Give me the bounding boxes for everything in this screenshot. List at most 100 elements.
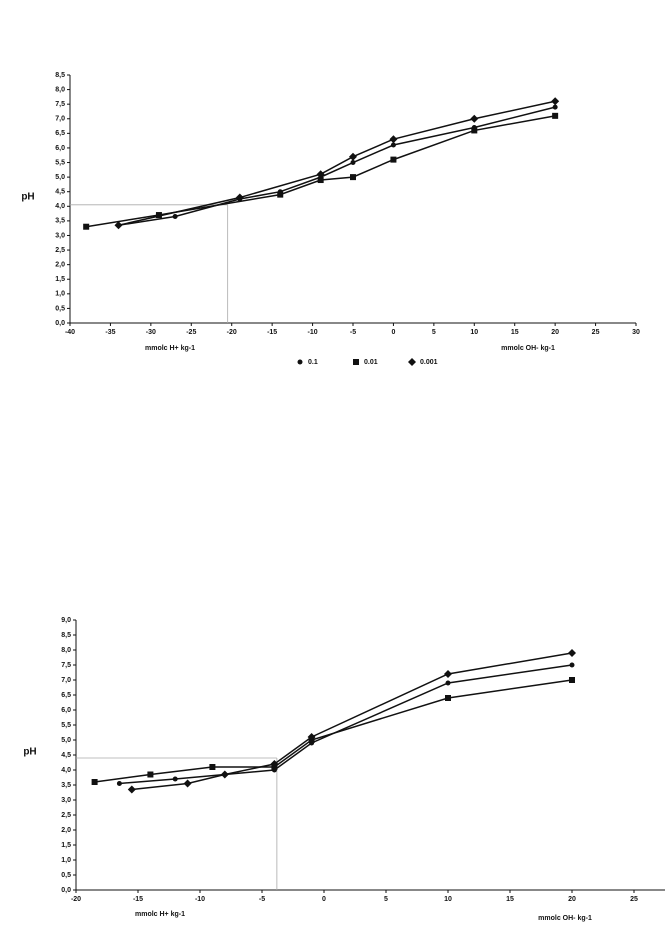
y-tick-label: 6,5 [55,130,65,137]
y-tick-label: 2,5 [55,247,65,254]
y-tick-label: 5,5 [61,722,71,729]
x-tick-label: 25 [592,329,600,336]
x-tick-label: -25 [186,329,196,336]
y-tick-label: 3,5 [61,782,71,789]
y-tick-label: 0,5 [55,305,65,312]
x-tick-label: -15 [267,329,277,336]
y-tick-label: 5,0 [55,174,65,181]
y-tick-label: 5,5 [55,159,65,166]
x-tick-label: -10 [195,896,205,903]
x-tick-label: 15 [511,329,519,336]
marker [172,214,178,220]
x-tick-label: 10 [444,896,452,903]
x-tick-label: 20 [551,329,559,336]
x-tick-label: -20 [227,329,237,336]
marker [569,677,575,683]
marker [220,770,229,779]
marker [444,670,452,678]
marker [390,156,397,163]
marker [183,779,192,788]
series-line [119,664,573,785]
y-tick-label: 3,5 [55,218,65,225]
marker [155,212,162,219]
x-tick-label: 0 [391,329,395,336]
y-tick-label: 4,5 [55,189,65,196]
y-tick-label: 6,5 [61,692,71,699]
marker [568,649,576,657]
legend-label: 0.1 [308,359,318,366]
marker [317,177,324,184]
y-tick-label: 5,0 [61,737,71,744]
marker [270,760,279,768]
legend-label: 0.01 [364,359,378,366]
x-tick-label: 10 [470,329,478,336]
x-tick-label: -20 [71,896,81,903]
legend-label: 0.001 [420,359,438,366]
y-tick-label: 7,0 [55,116,65,123]
x-tick-label: -5 [259,896,265,903]
x-axis-label: mmolc OH- kg-1 [538,915,592,922]
marker [389,135,398,144]
y-tick-label: 0,0 [55,320,65,327]
marker [470,114,479,123]
legend-marker [408,358,416,366]
marker [307,733,316,741]
y-tick-label: 3,0 [61,797,71,804]
marker [83,223,90,230]
y-tick-label: 4,5 [61,752,71,759]
marker [552,104,558,110]
x-tick-label: -40 [65,329,75,336]
x-tick-label: -35 [105,329,115,336]
marker [349,152,357,161]
x-tick-label: 25 [630,896,638,903]
x-axis-label: mmolc H+ kg-1 [145,345,195,352]
x-tick-label: 5 [384,896,388,903]
marker [116,781,122,786]
y-tick-label: 8,5 [55,72,65,79]
y-tick-label: 2,0 [55,261,65,268]
y-tick-label: 8,0 [55,86,65,93]
marker [350,160,356,166]
legend-marker [297,359,303,365]
x-tick-label: 15 [506,896,514,903]
y-tick-label: 7,0 [61,677,71,684]
marker [552,112,559,119]
x-tick-label: -15 [133,896,143,903]
x-tick-label: 5 [432,329,436,336]
y-tick-label: 1,5 [55,276,65,283]
y-tick-label: 0,5 [61,872,71,879]
marker [445,695,451,701]
marker [390,142,396,148]
y-tick-label: 8,5 [61,632,71,639]
y-tick-label: 9,0 [61,617,71,624]
marker [209,764,216,770]
x-tick-label: 30 [632,329,640,336]
y-tick-label: 7,5 [55,101,65,108]
x-tick-label: 20 [568,896,576,903]
y-tick-label: 2,5 [61,812,71,819]
marker [127,785,136,794]
x-tick-label: -5 [350,329,356,336]
marker [235,193,244,202]
y-tick-label: 3,0 [55,232,65,239]
y-axis-label: pH [21,192,34,203]
series-line [118,100,556,226]
y-tick-label: 1,0 [55,291,65,298]
y-tick-label: 1,5 [61,842,71,849]
y-tick-label: 4,0 [61,767,71,774]
x-axis-label: mmolc H+ kg-1 [135,911,185,918]
marker [551,97,560,106]
y-tick-label: 6,0 [61,707,71,714]
y-tick-label: 4,0 [55,203,65,210]
marker [350,174,356,181]
marker [569,662,575,668]
marker [445,680,451,686]
marker [147,771,154,778]
x-tick-label: 0 [322,896,326,903]
y-tick-label: 0,0 [61,887,71,894]
marker [172,776,178,782]
y-tick-label: 1,0 [61,857,71,864]
marker [114,221,123,230]
y-tick-label: 7,5 [61,662,71,669]
